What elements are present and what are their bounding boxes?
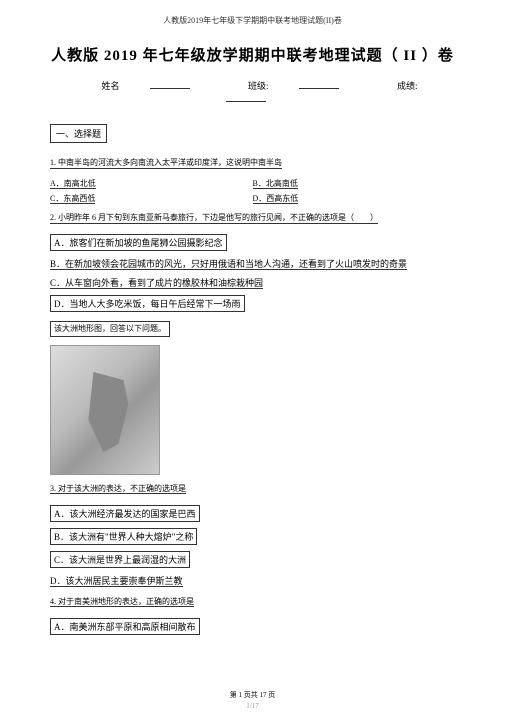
question-2: 2. 小明昨年 6 月下旬到东南亚新马泰旅行，下边是他写的旅行见闻，不正确的选项…: [50, 212, 455, 225]
question-1: 1. 中南半岛的河流大多向南流入太平洋或印度洋，这说明中南半岛: [50, 157, 455, 170]
score-blank[interactable]: [226, 92, 266, 102]
exam-page: 人教版2019年七年级下学期期中联考地理试题(II)卷 人教版 2019 年七年…: [0, 0, 505, 714]
intro-text: 该大洲地形图，回答以下问题。: [50, 321, 170, 338]
question-4: 4. 对于南美洲地形的表达，正确的选项是: [50, 596, 455, 609]
q3-text: 3. 对于该大洲的表达，不正确的选项是: [50, 484, 186, 494]
question-3: 3. 对于该大洲的表达，不正确的选项是: [50, 483, 455, 496]
q1-options: A．南高北低 B．北高南低 C．东高西低 D．西高东低: [50, 176, 455, 206]
q1-text: 1. 中南半岛的河流大多向南流入太平洋或印度洋，这说明中南半岛: [50, 158, 282, 169]
q1-opt-d[interactable]: D．西高东低: [253, 194, 299, 204]
q2-opt-a[interactable]: A．旅客们在新加坡的鱼尾狮公园摄影纪念: [50, 234, 227, 251]
student-info: 姓名 班级: 成绩:: [50, 79, 455, 104]
q2-opt-b[interactable]: B．在新加坡领会花园城市的风光，只好用俄语和当地人沟通，还看到了火山喷发时的奇景: [50, 259, 407, 270]
page-footer: 第 1 页共 17 页: [0, 690, 505, 700]
q4-opt-a[interactable]: A．南美洲东部平原和高原相间散布: [50, 618, 200, 635]
class-label: 班级:: [248, 81, 269, 91]
q2-opt-d[interactable]: D．当地人大多吃米饭，每日午后经常下一场雨: [50, 295, 245, 312]
q2-text: 2. 小明昨年 6 月下旬到东南亚新马泰旅行，下边是他写的旅行见闻，不正确的选项…: [50, 213, 378, 224]
q3-opt-a[interactable]: A．该大洲经济最发达的国家是巴西: [50, 505, 200, 522]
score-label: 成绩:: [397, 81, 418, 91]
name-blank[interactable]: [150, 79, 190, 89]
q1-opt-c[interactable]: C．东高西低: [50, 194, 95, 204]
q4-text: 4. 对于南美洲地形的表达，正确的选项是: [50, 597, 194, 607]
q2-opt-c[interactable]: C．从车窗向外看，看到了成片的橡胶林和油棕栽种园: [50, 278, 263, 289]
south-america-map: [50, 345, 160, 475]
q3-opt-c[interactable]: C．该大洲是世界上最润湿的大洲: [50, 551, 190, 568]
page-header: 人教版2019年七年级下学期期中联考地理试题(II)卷: [50, 15, 455, 26]
exam-title: 人教版 2019 年七年级放学期期中联考地理试题（ II ）卷: [50, 44, 455, 65]
continent-intro: 该大洲地形图，回答以下问题。: [50, 321, 455, 338]
q1-opt-b[interactable]: B．北高南低: [253, 179, 298, 189]
q3-opt-d[interactable]: D．该大洲居民主要崇奉伊斯兰教: [50, 576, 183, 587]
page-number: 1/17: [0, 702, 505, 710]
name-label: 姓名: [101, 81, 119, 91]
q1-opt-a[interactable]: A．南高北低: [50, 179, 96, 189]
section-title: 一、选择题: [50, 124, 107, 143]
q3-opt-b[interactable]: B．该大洲有"世界人种大熔炉"之称: [50, 528, 197, 545]
class-blank[interactable]: [299, 79, 339, 89]
